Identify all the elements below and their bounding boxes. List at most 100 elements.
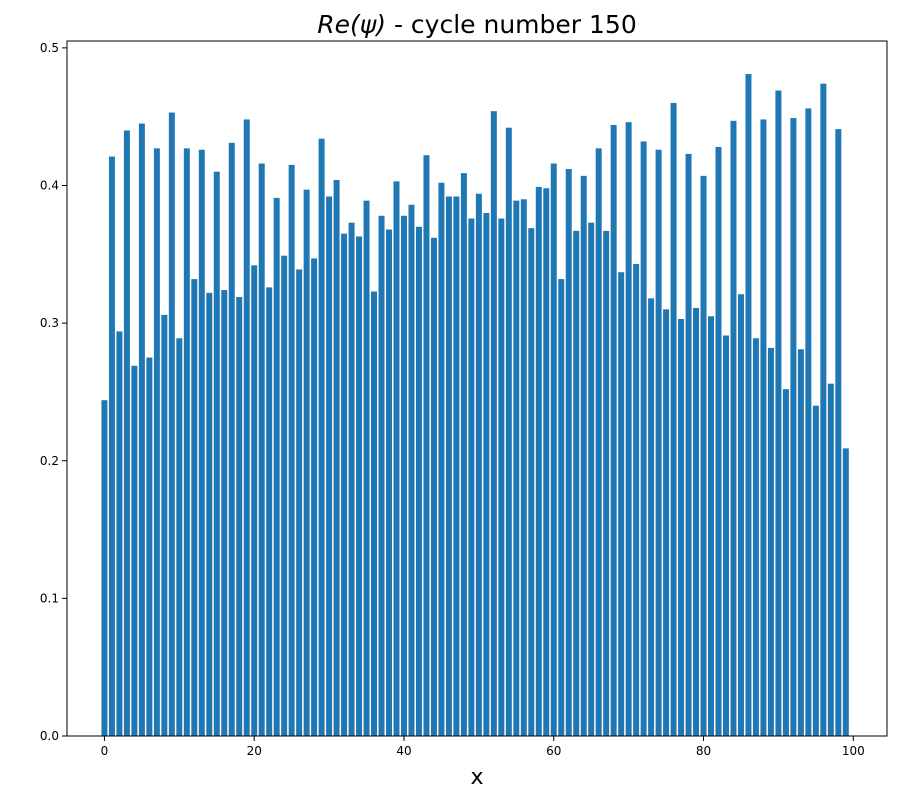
bar	[790, 118, 797, 736]
bar	[835, 129, 842, 736]
bar	[460, 173, 467, 736]
bar	[393, 181, 400, 736]
axes-frame	[66, 40, 888, 737]
bar	[580, 175, 587, 736]
bar	[505, 127, 512, 736]
bar	[386, 229, 392, 737]
bar	[490, 111, 497, 736]
bar	[371, 291, 378, 736]
bar	[153, 148, 160, 737]
bar	[498, 218, 505, 736]
bar	[408, 204, 415, 736]
bar	[281, 255, 288, 736]
bar	[588, 222, 595, 736]
bar	[528, 228, 535, 737]
bar	[356, 236, 363, 736]
bar	[708, 316, 715, 736]
bar	[341, 233, 348, 737]
bar	[745, 74, 752, 736]
bar	[108, 156, 115, 737]
bar	[760, 119, 767, 736]
bar	[131, 365, 138, 736]
bar	[423, 155, 430, 737]
bar	[535, 186, 542, 736]
bar	[288, 164, 295, 737]
bar	[183, 148, 190, 737]
bar	[797, 349, 804, 736]
bar	[573, 230, 580, 737]
bar	[191, 279, 198, 736]
y-tick-label: 0.0	[40, 729, 59, 743]
bar	[326, 196, 333, 736]
y-tick-label: 0.5	[40, 41, 59, 55]
bar	[258, 163, 265, 737]
bar	[805, 108, 812, 736]
bar	[685, 153, 692, 737]
bar	[520, 199, 527, 736]
bar	[228, 142, 235, 737]
bar	[438, 182, 445, 736]
bar	[303, 189, 310, 736]
y-tick-label: 0.1	[40, 591, 59, 605]
y-ticks: 0.0 0.1 0.2 0.3 0.4 0.5	[40, 41, 67, 743]
bar	[655, 149, 662, 737]
bar	[206, 292, 213, 736]
bar	[513, 200, 520, 736]
bar	[400, 215, 407, 736]
chart-title-math: Re(ψ)	[317, 10, 386, 39]
x-ticks: 0 20 40 60 80 100	[101, 736, 865, 758]
bar	[161, 314, 168, 736]
bar	[640, 141, 647, 737]
bar	[445, 196, 452, 736]
bar	[213, 171, 220, 737]
bar	[363, 200, 370, 736]
bar	[116, 331, 123, 736]
bar	[595, 148, 602, 737]
bar	[663, 309, 670, 736]
bar	[737, 294, 744, 736]
bar	[378, 215, 385, 736]
bar	[273, 197, 280, 736]
bar	[318, 138, 325, 736]
bar	[767, 347, 774, 736]
bar	[138, 123, 145, 736]
bar	[752, 338, 759, 736]
bar	[782, 389, 789, 736]
bar	[243, 119, 250, 736]
chart-title-rest: - cycle number 150	[386, 10, 637, 39]
x-tick-label: 20	[247, 744, 262, 758]
bar	[123, 130, 130, 736]
bar	[550, 163, 557, 737]
bar	[625, 122, 632, 736]
bar	[775, 90, 782, 737]
bar	[415, 226, 422, 737]
bars-group	[101, 74, 849, 737]
bar	[146, 357, 153, 736]
bar	[670, 102, 677, 737]
bar	[827, 383, 834, 736]
bar	[603, 230, 610, 737]
bar	[693, 307, 700, 736]
bar	[483, 213, 490, 736]
bar	[348, 222, 355, 736]
bar	[820, 83, 827, 736]
x-tick-label: 40	[396, 744, 411, 758]
bar	[648, 298, 655, 736]
bar	[618, 272, 625, 736]
bar	[565, 168, 572, 737]
bar	[176, 338, 183, 736]
bar	[475, 193, 482, 736]
x-tick-label: 80	[696, 744, 711, 758]
bar	[468, 218, 475, 736]
bar	[842, 448, 849, 736]
y-tick-label: 0.4	[40, 179, 59, 193]
bar	[168, 112, 175, 736]
x-axis-label: x	[470, 765, 483, 790]
bar	[812, 405, 819, 736]
bar	[700, 175, 707, 736]
bar	[221, 290, 228, 736]
bar	[251, 265, 258, 736]
bar	[558, 279, 565, 736]
bar	[101, 400, 108, 736]
